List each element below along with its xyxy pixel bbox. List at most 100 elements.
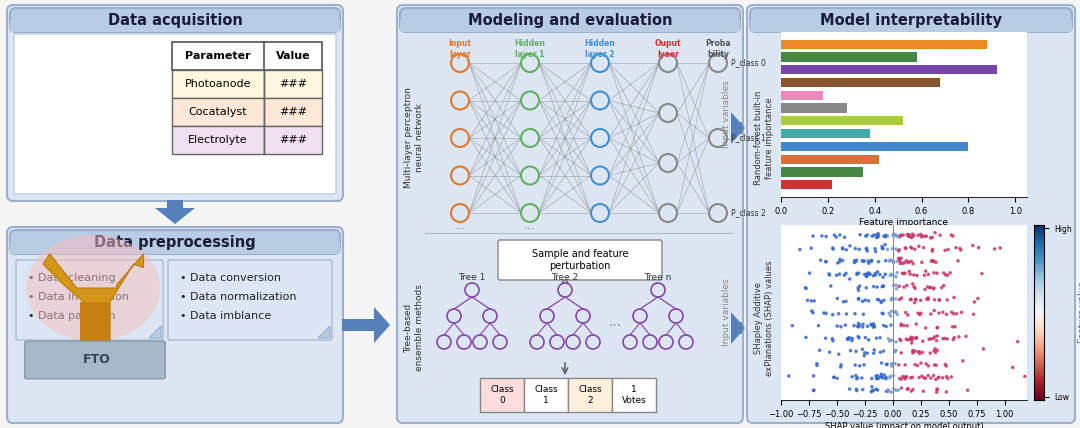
Point (836, 272, 853, 279)
Point (875, 310, 892, 317)
Point (891, 336, 908, 343)
Point (901, 233, 918, 240)
Point (850, 287, 867, 294)
Point (837, 270, 854, 277)
Point (864, 233, 881, 240)
Text: Data acquisition: Data acquisition (108, 12, 242, 27)
Text: Data preprocessing: Data preprocessing (94, 235, 256, 250)
Bar (342, 319, 374, 331)
Point (892, 232, 909, 239)
Bar (731, 122, 742, 134)
Point (955, 357, 972, 364)
Bar (781, 39, 987, 49)
Point (906, 348, 923, 354)
Point (913, 231, 930, 238)
Point (892, 322, 909, 329)
Point (834, 257, 851, 264)
Text: Model interpretability: Model interpretability (820, 12, 1002, 27)
Point (856, 271, 874, 278)
Point (970, 244, 987, 251)
Point (1009, 338, 1026, 345)
Bar (781, 142, 969, 151)
Point (885, 372, 902, 379)
Bar (781, 180, 833, 189)
Point (815, 309, 833, 316)
Bar (781, 91, 823, 100)
Point (905, 232, 922, 239)
Point (893, 321, 910, 327)
Point (918, 360, 935, 367)
Point (966, 299, 983, 306)
Point (826, 232, 843, 239)
Point (802, 297, 820, 304)
Point (900, 259, 917, 266)
FancyBboxPatch shape (750, 8, 1072, 32)
Point (945, 294, 962, 301)
Point (866, 347, 883, 354)
Point (873, 360, 890, 366)
Bar (264, 126, 322, 154)
Bar (524, 378, 568, 412)
Point (874, 243, 891, 250)
Point (942, 269, 959, 276)
Point (975, 345, 993, 352)
Text: • Data normalization: • Data normalization (180, 292, 297, 302)
Point (851, 231, 868, 238)
Bar (167, 200, 183, 208)
Point (926, 348, 943, 354)
Point (858, 245, 875, 252)
Point (883, 245, 901, 252)
Point (867, 335, 885, 342)
Point (858, 273, 875, 280)
Point (879, 246, 896, 253)
Point (858, 285, 875, 291)
Text: Input
layer: Input layer (448, 39, 472, 59)
Point (877, 233, 894, 240)
Point (868, 234, 886, 241)
Point (867, 386, 885, 392)
Point (894, 270, 912, 276)
Point (865, 350, 882, 357)
Point (909, 349, 927, 356)
Point (888, 285, 905, 292)
Point (889, 258, 906, 265)
Polygon shape (156, 208, 195, 224)
Point (943, 374, 960, 380)
Point (923, 234, 941, 241)
Point (882, 312, 900, 319)
Bar (172, 70, 264, 98)
Point (905, 283, 922, 290)
Text: • Data partition: • Data partition (28, 311, 116, 321)
Point (843, 337, 861, 344)
Point (863, 321, 880, 328)
Point (846, 322, 863, 329)
Point (914, 259, 931, 266)
Point (888, 347, 905, 354)
FancyBboxPatch shape (6, 5, 343, 201)
Point (917, 375, 934, 382)
Text: Class
2: Class 2 (578, 385, 602, 405)
Point (893, 385, 910, 392)
Point (891, 283, 908, 290)
Bar (781, 104, 847, 113)
Point (834, 245, 851, 252)
Point (868, 231, 886, 238)
Point (891, 256, 908, 263)
Point (948, 310, 966, 317)
Point (896, 244, 914, 251)
Point (904, 349, 921, 356)
Text: Value: Value (275, 51, 310, 61)
Point (851, 321, 868, 328)
Point (899, 386, 916, 393)
Point (907, 296, 924, 303)
Point (926, 362, 943, 369)
Point (922, 258, 940, 265)
Point (865, 321, 882, 327)
Point (847, 258, 864, 265)
Point (897, 309, 915, 316)
Text: SHapley Additive
exPlanations (SHAP) values: SHapley Additive exPlanations (SHAP) val… (754, 260, 773, 376)
Point (928, 337, 945, 344)
Point (906, 246, 923, 253)
Point (889, 311, 906, 318)
Point (832, 232, 849, 238)
